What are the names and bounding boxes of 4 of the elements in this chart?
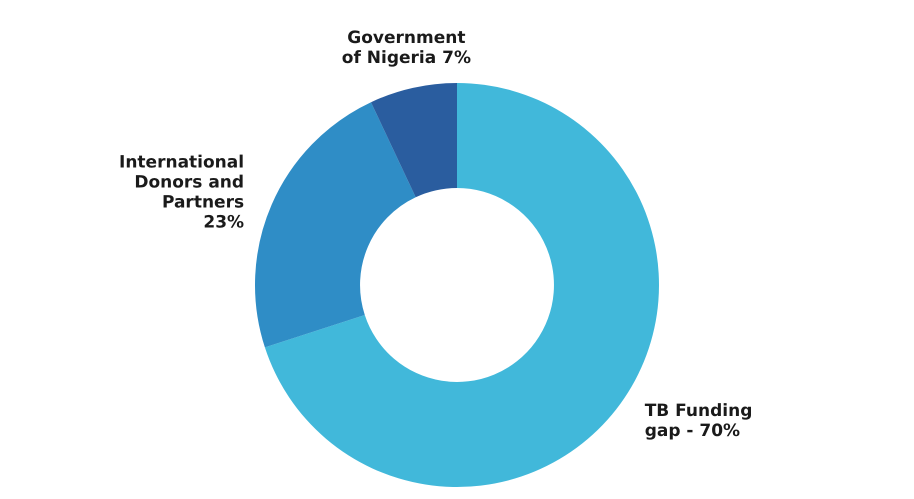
slice-label: Government of Nigeria 7% <box>342 28 471 68</box>
slice-label: International Donors and Partners <box>119 152 244 212</box>
data-label: 23% <box>203 212 244 232</box>
slice-label: TB Funding gap - 70% <box>644 400 752 441</box>
